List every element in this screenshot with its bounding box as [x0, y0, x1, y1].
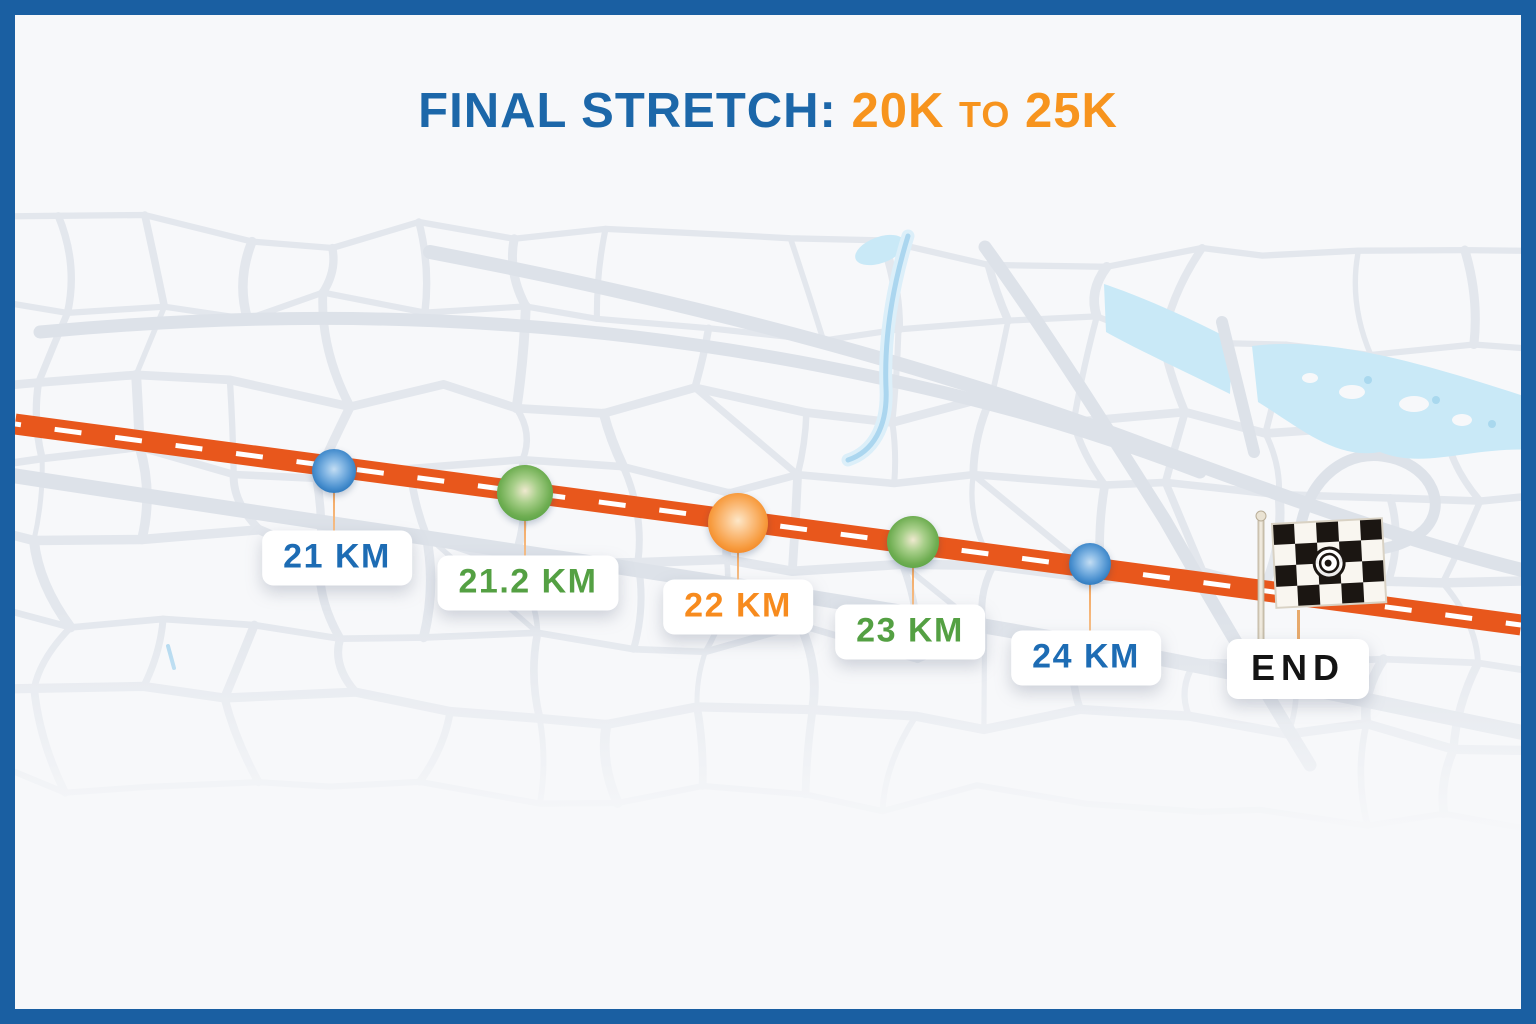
title-range-start: 20K	[851, 84, 945, 138]
distance-label: 21.2 KM	[437, 555, 619, 611]
distance-pin-icon[interactable]	[708, 493, 768, 553]
distance-pin-icon[interactable]	[887, 516, 939, 568]
end-label: END	[1226, 639, 1370, 699]
distance-label: 22 KM	[663, 579, 813, 635]
title-connector: to	[958, 94, 1011, 135]
distance-label: 23 KM	[835, 604, 985, 660]
map-canvas: FINAL STRETCH: 20K to 25K 21 KM 21.2 KM …	[15, 15, 1521, 1009]
distance-pin-icon[interactable]	[497, 465, 553, 521]
distance-pin-icon[interactable]	[1069, 543, 1111, 585]
pin-stem	[524, 517, 526, 557]
distance-label: 24 KM	[1011, 630, 1161, 686]
pin-stem	[912, 564, 914, 606]
pin-stem	[1089, 581, 1091, 632]
title-prefix: FINAL STRETCH:	[418, 84, 837, 138]
finish-flag-icon[interactable]	[1228, 498, 1408, 658]
route-center-dashes	[15, 421, 1521, 628]
pin-stem	[737, 549, 739, 581]
race-route	[15, 413, 1521, 636]
title-range-end: 25K	[1024, 84, 1118, 138]
page-title: FINAL STRETCH: 20K to 25K	[15, 84, 1521, 139]
distance-pin-icon[interactable]	[312, 449, 356, 493]
pin-stem	[333, 489, 335, 532]
distance-label: 21 KM	[262, 530, 412, 586]
